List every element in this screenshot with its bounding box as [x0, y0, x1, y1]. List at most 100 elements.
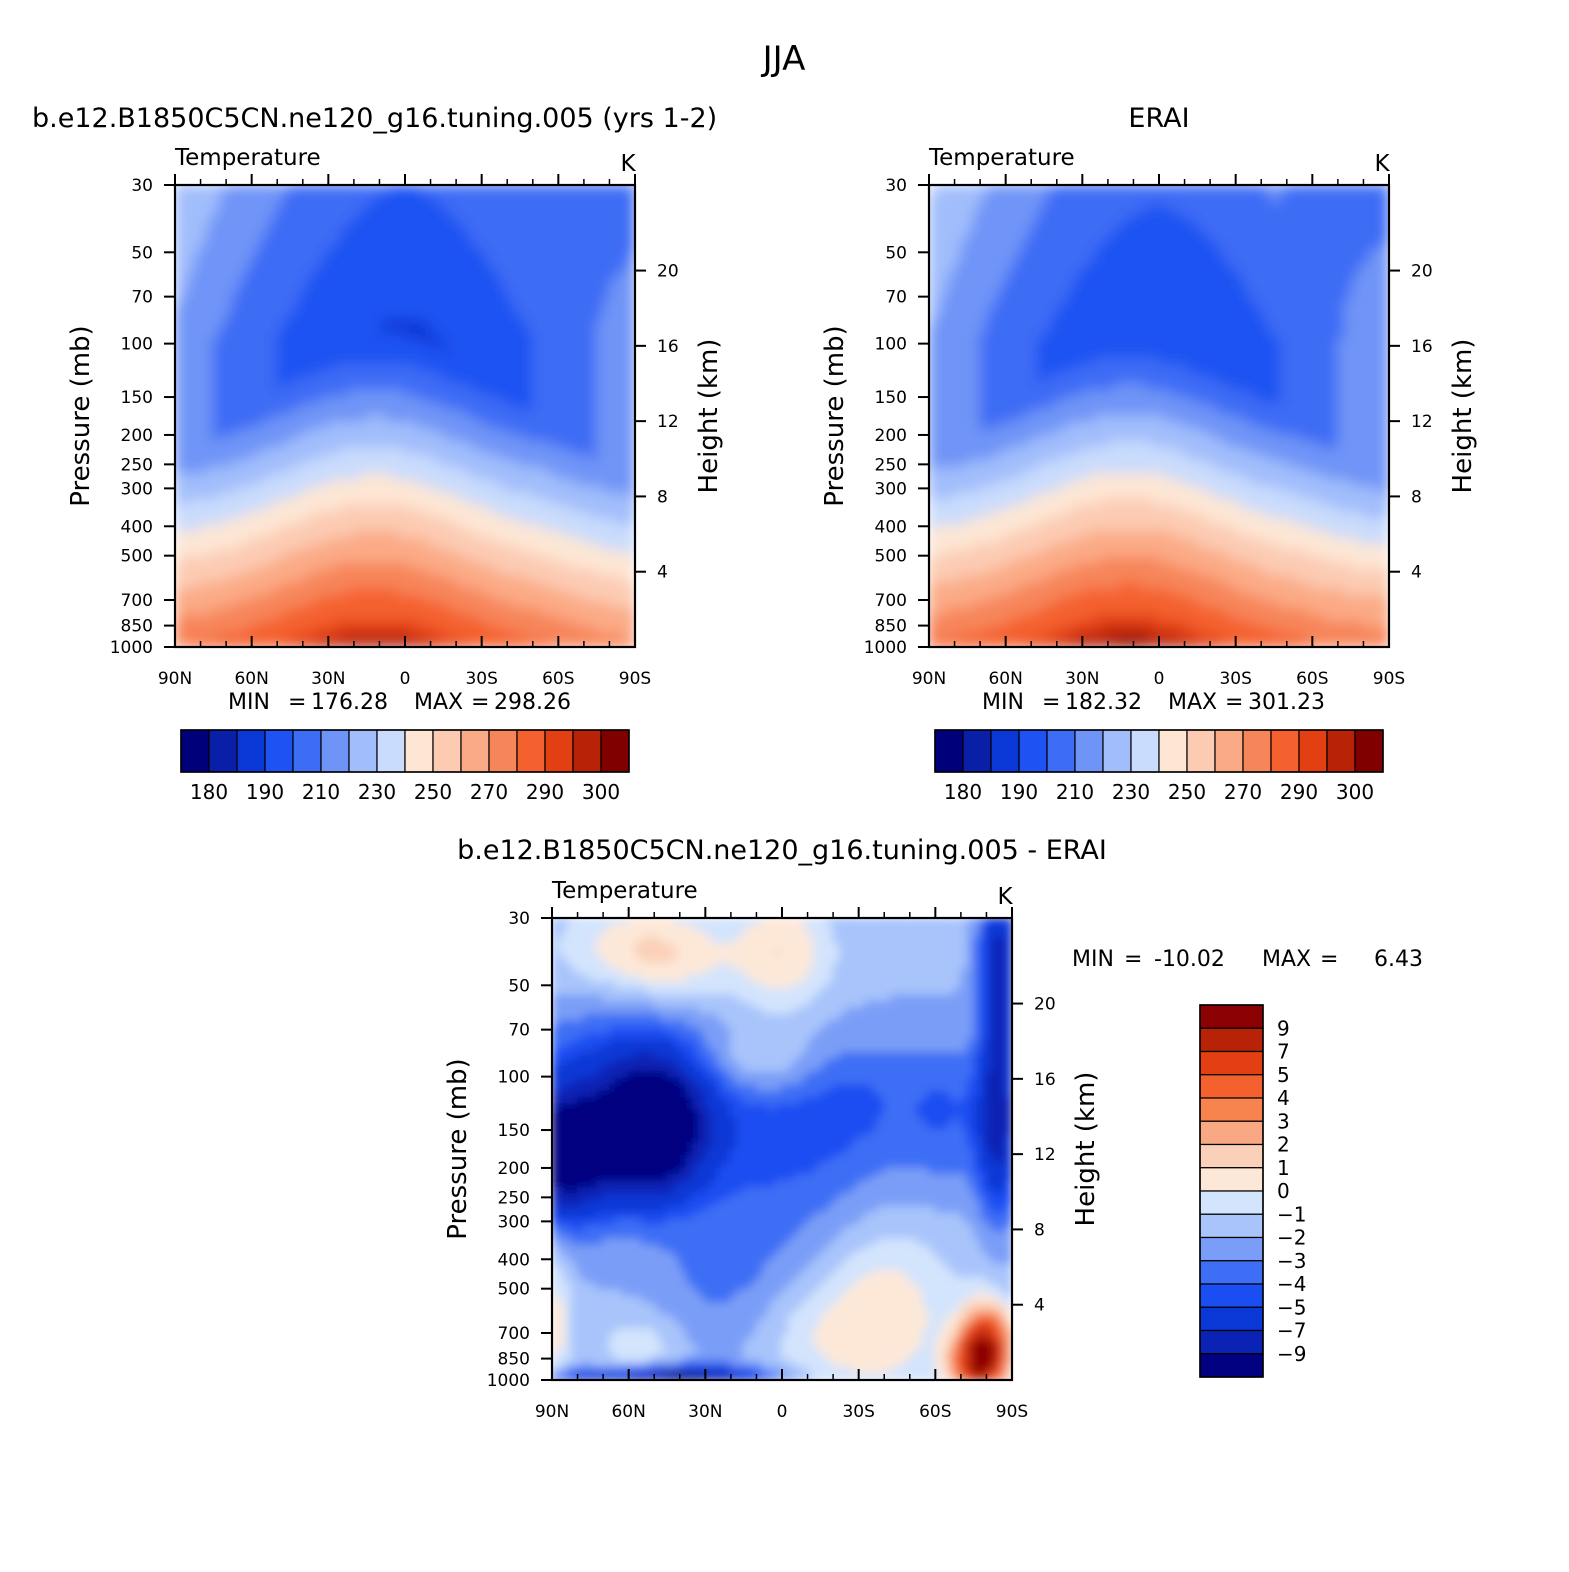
contour-cell: [378, 569, 387, 578]
contour-cell: [493, 543, 502, 552]
contour-cell: [180, 582, 189, 590]
contour-cell: [423, 331, 432, 340]
contour-cell: [557, 492, 566, 501]
contour-cell: [544, 556, 553, 565]
contour-cell: [532, 383, 540, 391]
contour-cell: [219, 447, 227, 456]
contour-cell: [525, 185, 534, 193]
contour-cell: [385, 434, 393, 443]
contour-cell: [193, 473, 202, 481]
contour-cell: [175, 389, 182, 398]
contour-cell: [270, 216, 278, 225]
contour-cell: [321, 190, 329, 199]
contour-cell: [417, 453, 425, 462]
contour-cell: [417, 229, 425, 237]
contour-cell: [257, 210, 266, 218]
contour-cell: [372, 261, 381, 270]
contour-cell: [628, 203, 635, 212]
contour-cell: [199, 242, 208, 250]
contour-cell: [449, 190, 457, 199]
contour-cell: [238, 383, 246, 391]
contour-cell: [481, 620, 489, 629]
contour-cell: [251, 267, 259, 276]
contour-cell: [628, 210, 635, 218]
contour-cell: [455, 511, 464, 520]
contour-cell: [429, 428, 438, 436]
contour-cell: [289, 556, 297, 565]
contour-cell: [302, 415, 310, 424]
contour-cell: [378, 588, 387, 597]
contour-cell: [334, 447, 342, 456]
contour-cell: [334, 364, 342, 372]
contour-cell: [212, 190, 221, 199]
contour-cell: [442, 447, 451, 456]
contour-cell: [525, 601, 534, 610]
contour-cell: [231, 607, 240, 616]
contour-cell: [212, 582, 221, 590]
contour-cell: [308, 466, 317, 475]
contour-cell: [557, 447, 566, 456]
contour-cell: [378, 370, 387, 379]
contour-cell: [596, 338, 604, 347]
contour-cell: [602, 588, 611, 597]
contour-cell: [295, 569, 304, 578]
contour-cell: [225, 197, 234, 205]
contour-cell: [468, 460, 476, 468]
contour-cell: [513, 505, 521, 513]
contour-cell: [474, 287, 483, 295]
contour-cell: [538, 575, 547, 584]
contour-cell: [353, 396, 361, 404]
contour-cell: [295, 588, 304, 597]
contour-cell: [340, 466, 349, 475]
contour-cell: [449, 543, 457, 552]
contour-cell: [295, 582, 304, 590]
contour-cell: [404, 364, 412, 372]
contour-cell: [193, 364, 202, 372]
contour-cell: [193, 485, 202, 494]
contour-cell: [283, 518, 291, 526]
contour-cell: [628, 299, 635, 308]
contour-cell: [429, 421, 438, 430]
contour-cell: [513, 396, 521, 404]
contour-cell: [423, 357, 432, 366]
contour-cell: [366, 402, 374, 411]
contour-cell: [487, 530, 496, 539]
contour-cell: [231, 274, 240, 282]
contour-cell: [372, 466, 381, 475]
contour-cell: [175, 306, 182, 314]
contour-cell: [308, 434, 317, 443]
contour-cell: [263, 485, 272, 494]
contour-cell: [398, 582, 406, 590]
contour-cell: [461, 460, 470, 468]
contour-cell: [257, 254, 266, 263]
contour-cell: [621, 588, 630, 597]
contour-cell: [231, 601, 240, 610]
contour-cell: [481, 575, 489, 584]
contour-cell: [219, 364, 227, 372]
contour-cell: [295, 357, 304, 366]
contour-cell: [263, 210, 272, 218]
contour-cell: [353, 389, 361, 398]
contour-cell: [410, 185, 419, 193]
contour-cell: [404, 428, 412, 436]
contour-cell: [334, 299, 342, 308]
contour-cell: [391, 351, 400, 359]
contour-cell: [513, 357, 521, 366]
contour-cell: [276, 428, 285, 436]
contour-cell: [608, 601, 617, 610]
contour-cell: [378, 248, 387, 257]
contour-cell: [225, 267, 234, 276]
contour-cell: [621, 197, 630, 205]
contour-cell: [436, 197, 444, 205]
contour-cell: [417, 280, 425, 289]
contour-cell: [500, 441, 508, 449]
contour-cell: [314, 453, 323, 462]
contour-cell: [468, 607, 476, 616]
contour-cell: [276, 287, 285, 295]
contour-cell: [334, 197, 342, 205]
contour-cell: [327, 627, 336, 635]
contour-cell: [429, 601, 438, 610]
contour-cell: [423, 287, 432, 295]
contour-cell: [576, 312, 585, 321]
contour-cell: [238, 357, 246, 366]
